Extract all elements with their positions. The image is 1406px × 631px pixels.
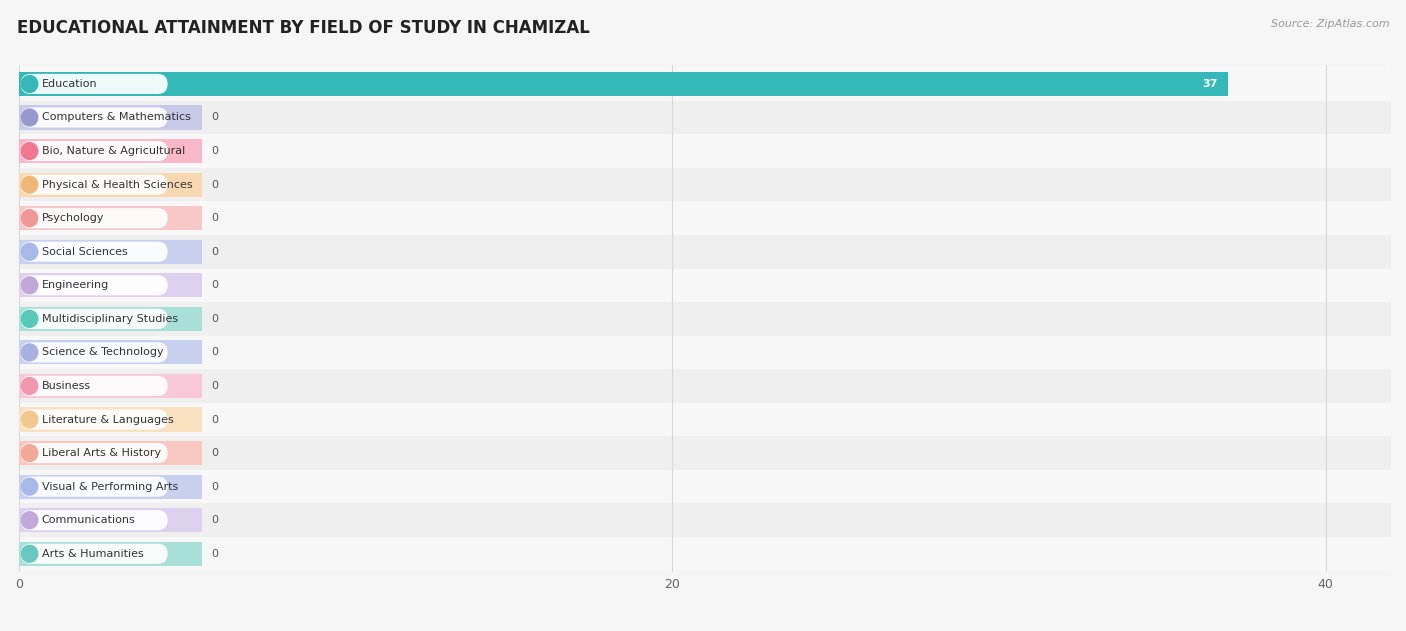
Text: Arts & Humanities: Arts & Humanities: [42, 549, 143, 558]
Text: EDUCATIONAL ATTAINMENT BY FIELD OF STUDY IN CHAMIZAL: EDUCATIONAL ATTAINMENT BY FIELD OF STUDY…: [17, 19, 589, 37]
Bar: [20, 541, 202, 566]
Text: 0: 0: [212, 247, 219, 257]
FancyBboxPatch shape: [21, 242, 167, 262]
Bar: [20, 508, 202, 533]
Text: 0: 0: [212, 314, 219, 324]
Text: Physical & Health Sciences: Physical & Health Sciences: [42, 180, 193, 189]
Text: 0: 0: [212, 180, 219, 189]
Text: 0: 0: [212, 448, 219, 458]
Circle shape: [21, 411, 38, 428]
FancyBboxPatch shape: [21, 309, 167, 329]
Bar: [20, 340, 202, 365]
Bar: [20, 475, 202, 498]
FancyBboxPatch shape: [20, 470, 1391, 504]
Text: Psychology: Psychology: [42, 213, 104, 223]
Bar: [20, 408, 202, 432]
Text: Business: Business: [42, 381, 91, 391]
Text: Science & Technology: Science & Technology: [42, 348, 163, 357]
Text: 0: 0: [212, 381, 219, 391]
FancyBboxPatch shape: [20, 168, 1391, 201]
Circle shape: [21, 244, 38, 260]
FancyBboxPatch shape: [21, 208, 167, 228]
FancyBboxPatch shape: [20, 403, 1391, 436]
Circle shape: [21, 377, 38, 394]
FancyBboxPatch shape: [21, 443, 167, 463]
Text: 0: 0: [212, 146, 219, 156]
Text: Engineering: Engineering: [42, 280, 108, 290]
FancyBboxPatch shape: [21, 275, 167, 295]
Circle shape: [21, 176, 38, 193]
Circle shape: [21, 209, 38, 227]
FancyBboxPatch shape: [20, 336, 1391, 369]
Text: 0: 0: [212, 481, 219, 492]
FancyBboxPatch shape: [20, 67, 1391, 101]
FancyBboxPatch shape: [20, 235, 1391, 269]
FancyBboxPatch shape: [21, 476, 167, 497]
FancyBboxPatch shape: [21, 544, 167, 564]
Text: Source: ZipAtlas.com: Source: ZipAtlas.com: [1271, 19, 1389, 29]
Text: Education: Education: [42, 79, 97, 89]
FancyBboxPatch shape: [21, 141, 167, 161]
Text: Multidisciplinary Studies: Multidisciplinary Studies: [42, 314, 177, 324]
Circle shape: [21, 512, 38, 529]
Bar: [20, 374, 202, 398]
Text: Visual & Performing Arts: Visual & Performing Arts: [42, 481, 179, 492]
Text: Computers & Mathematics: Computers & Mathematics: [42, 112, 191, 122]
Text: Liberal Arts & History: Liberal Arts & History: [42, 448, 160, 458]
FancyBboxPatch shape: [21, 510, 167, 530]
Text: 0: 0: [212, 348, 219, 357]
Text: 0: 0: [212, 213, 219, 223]
FancyBboxPatch shape: [20, 369, 1391, 403]
Text: 0: 0: [212, 515, 219, 525]
Bar: [20, 273, 202, 297]
Circle shape: [21, 277, 38, 294]
FancyBboxPatch shape: [20, 269, 1391, 302]
FancyBboxPatch shape: [20, 134, 1391, 168]
Circle shape: [21, 76, 38, 92]
FancyBboxPatch shape: [20, 302, 1391, 336]
FancyBboxPatch shape: [21, 343, 167, 362]
Bar: [20, 441, 202, 465]
Text: Literature & Languages: Literature & Languages: [42, 415, 173, 425]
Bar: [20, 139, 202, 163]
Text: 0: 0: [212, 549, 219, 558]
FancyBboxPatch shape: [20, 504, 1391, 537]
Circle shape: [21, 445, 38, 461]
Bar: [20, 206, 202, 230]
Circle shape: [21, 545, 38, 562]
FancyBboxPatch shape: [21, 376, 167, 396]
Bar: [20, 72, 1227, 96]
Bar: [20, 240, 202, 264]
Circle shape: [21, 478, 38, 495]
Text: Social Sciences: Social Sciences: [42, 247, 128, 257]
FancyBboxPatch shape: [21, 410, 167, 430]
Text: 0: 0: [212, 415, 219, 425]
Text: Bio, Nature & Agricultural: Bio, Nature & Agricultural: [42, 146, 186, 156]
Text: Communications: Communications: [42, 515, 135, 525]
Bar: [20, 307, 202, 331]
FancyBboxPatch shape: [21, 107, 167, 127]
FancyBboxPatch shape: [20, 537, 1391, 570]
Bar: [20, 105, 202, 129]
Circle shape: [21, 310, 38, 327]
FancyBboxPatch shape: [20, 436, 1391, 470]
Circle shape: [21, 344, 38, 361]
FancyBboxPatch shape: [20, 201, 1391, 235]
Circle shape: [21, 143, 38, 160]
Bar: [20, 172, 202, 197]
Text: 0: 0: [212, 112, 219, 122]
FancyBboxPatch shape: [20, 101, 1391, 134]
FancyBboxPatch shape: [21, 74, 167, 94]
Text: 0: 0: [212, 280, 219, 290]
FancyBboxPatch shape: [21, 175, 167, 195]
Text: 37: 37: [1202, 79, 1218, 89]
Circle shape: [21, 109, 38, 126]
